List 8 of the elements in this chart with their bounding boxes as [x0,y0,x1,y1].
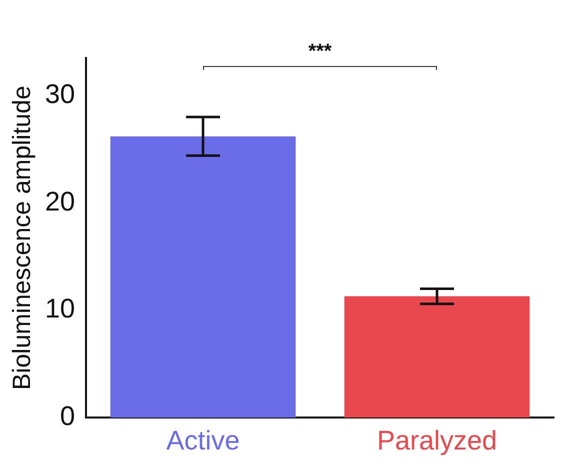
x-tick-label: Active [166,425,240,456]
annotation: *** [308,40,332,63]
y-tick-label: 20 [44,186,76,216]
x-tick-label: Paralyzed [376,425,498,456]
y-tick-label: 0 [60,401,76,432]
y-tick-label: 10 [44,294,76,324]
y-axis-title: Bioluminescence amplitude [8,86,36,390]
y-tick-label: 30 [44,79,76,110]
